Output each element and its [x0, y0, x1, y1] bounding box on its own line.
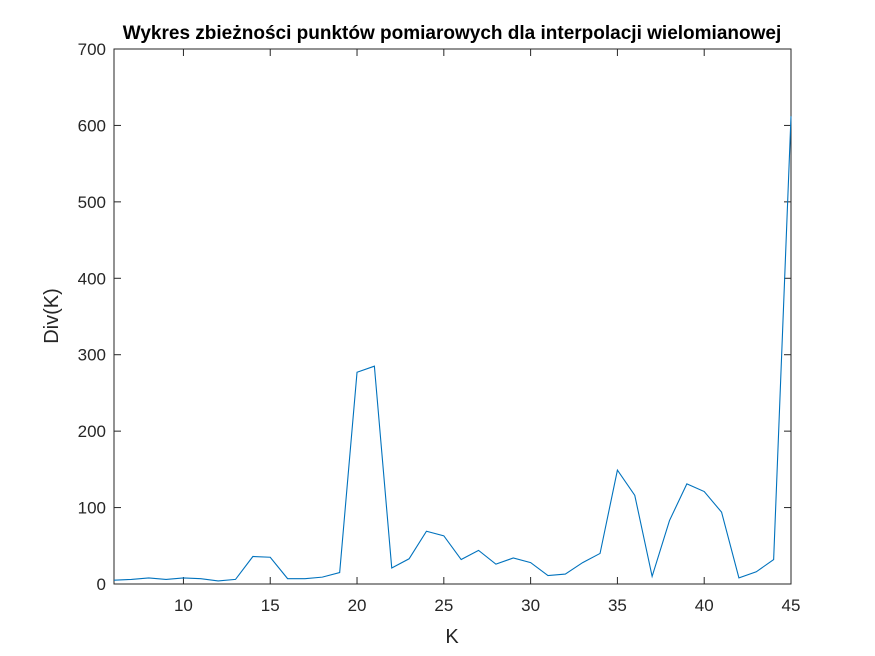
y-tick-label: 400: [78, 269, 106, 288]
x-tick-label: 25: [434, 596, 453, 615]
y-tick-label: 300: [78, 346, 106, 365]
y-tick-label: 0: [97, 575, 106, 594]
series-layer: [113, 116, 792, 582]
y-tick-label: 600: [78, 116, 106, 135]
series-line: [113, 116, 792, 582]
y-tick-label: 100: [78, 499, 106, 518]
x-tick-label: 45: [782, 596, 801, 615]
plot-area: [113, 48, 792, 585]
x-tick-label: 20: [348, 596, 367, 615]
x-tick-label: 40: [695, 596, 714, 615]
x-tick-label: 30: [521, 596, 540, 615]
chart-title: Wykres zbieżności punktów pomiarowych dl…: [123, 23, 781, 44]
y-axis-label: Div(K): [41, 288, 63, 344]
x-tick-label: 15: [261, 596, 280, 615]
y-tick-label: 700: [78, 40, 106, 59]
x-tick-label: 10: [174, 596, 193, 615]
x-tick-labels: 10 15 20 25 30 35 40 45: [174, 596, 800, 615]
axis-ticks: [114, 48, 792, 585]
x-tick-label: 35: [608, 596, 627, 615]
x-axis-label: K: [445, 626, 459, 648]
y-tick-label: 500: [78, 193, 106, 212]
y-tick-label: 200: [78, 422, 106, 441]
y-tick-labels: 0 100 200 300 400 500 600 700: [78, 40, 106, 594]
